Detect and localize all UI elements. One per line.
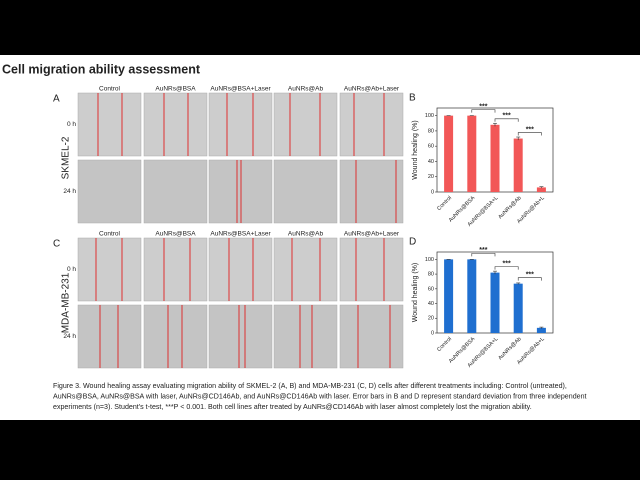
y-tick-label: 80 xyxy=(428,128,434,134)
bar xyxy=(467,115,477,192)
bar xyxy=(490,124,500,192)
microscopy-image xyxy=(77,92,142,157)
y-tick-label: 40 xyxy=(428,159,434,165)
bar xyxy=(513,138,523,192)
microscopy-image xyxy=(208,159,273,224)
significance-bracket xyxy=(471,109,496,113)
bar xyxy=(444,115,454,192)
significance-label: *** xyxy=(503,260,511,267)
microscopy-image xyxy=(339,159,404,224)
caption-line: AuNRs@BSA, AuNRs@BSA with laser, AuNRs@C… xyxy=(53,392,587,400)
microscopy-image xyxy=(273,159,338,224)
significance-bracket xyxy=(517,277,542,281)
microscopy-image xyxy=(273,92,338,157)
bar xyxy=(536,327,546,333)
y-tick-label: 80 xyxy=(428,272,434,278)
cell-line-label: MDA-MB-231 xyxy=(61,272,72,333)
microscopy-image xyxy=(273,304,338,369)
y-tick-label: 20 xyxy=(428,316,434,322)
significance-bracket xyxy=(494,266,519,270)
bar xyxy=(536,187,546,192)
column-header: Control xyxy=(99,231,121,238)
y-tick-label: 0 xyxy=(431,330,434,336)
column-header: Control xyxy=(99,86,121,93)
y-tick-label: 100 xyxy=(425,257,434,263)
y-tick-label: 100 xyxy=(425,113,434,119)
bar xyxy=(513,283,523,333)
microscopy-image xyxy=(273,237,338,302)
panel-label: A xyxy=(53,94,60,105)
slide-title: Cell migration ability assessment xyxy=(2,62,201,76)
panel-label: C xyxy=(53,239,60,250)
caption-line: experiments (n=3). Student's t-test, ***… xyxy=(53,403,532,411)
significance-label: *** xyxy=(526,126,534,133)
y-tick-label: 0 xyxy=(431,189,434,195)
cell-line-label: SKMEL-2 xyxy=(61,136,72,179)
microscopy-image xyxy=(208,237,273,302)
bar xyxy=(490,272,500,333)
microscopy-image xyxy=(339,237,404,302)
significance-bracket xyxy=(517,132,542,136)
y-axis-label: Wound healing (%) xyxy=(412,120,419,179)
column-header: AuNRs@Ab+Laser xyxy=(344,86,400,93)
row-label: 0 h xyxy=(67,121,76,128)
column-header: AuNRs@BSA+Laser xyxy=(210,86,271,93)
bar xyxy=(467,259,477,333)
column-header: AuNRs@Ab xyxy=(288,231,324,238)
microscopy-image xyxy=(77,237,142,302)
microscopy-image xyxy=(143,92,208,157)
microscopy-image xyxy=(77,159,142,224)
microscopy-image xyxy=(339,304,404,369)
y-tick-label: 40 xyxy=(428,301,434,307)
row-label: 0 h xyxy=(67,266,76,273)
column-header: AuNRs@BSA xyxy=(155,231,196,238)
panel-label: D xyxy=(409,237,416,248)
column-header: AuNRs@BSA xyxy=(155,86,196,93)
bar xyxy=(444,259,454,333)
microscopy-image xyxy=(143,304,208,369)
y-axis-label: Wound healing (%) xyxy=(412,263,419,322)
y-tick-label: 60 xyxy=(428,144,434,150)
column-header: AuNRs@Ab+Laser xyxy=(344,231,400,238)
microscopy-image xyxy=(143,159,208,224)
row-label: 24 h xyxy=(63,333,76,340)
y-tick-label: 60 xyxy=(428,286,434,292)
y-tick-label: 20 xyxy=(428,174,434,180)
column-header: AuNRs@Ab xyxy=(288,86,324,93)
significance-label: *** xyxy=(479,103,487,110)
significance-label: *** xyxy=(503,113,511,120)
caption-line: Figure 3. Wound healing assay evaluating… xyxy=(53,382,567,390)
microscopy-image xyxy=(143,237,208,302)
significance-label: *** xyxy=(479,247,487,254)
panel-label: B xyxy=(409,93,416,104)
row-label: 24 h xyxy=(63,188,76,195)
significance-bracket xyxy=(494,118,519,122)
microscopy-image xyxy=(208,304,273,369)
microscopy-image xyxy=(77,304,142,369)
microscopy-image xyxy=(208,92,273,157)
significance-bracket xyxy=(471,253,496,257)
column-header: AuNRs@BSA+Laser xyxy=(210,231,271,238)
significance-label: *** xyxy=(526,272,534,279)
microscopy-image xyxy=(339,92,404,157)
